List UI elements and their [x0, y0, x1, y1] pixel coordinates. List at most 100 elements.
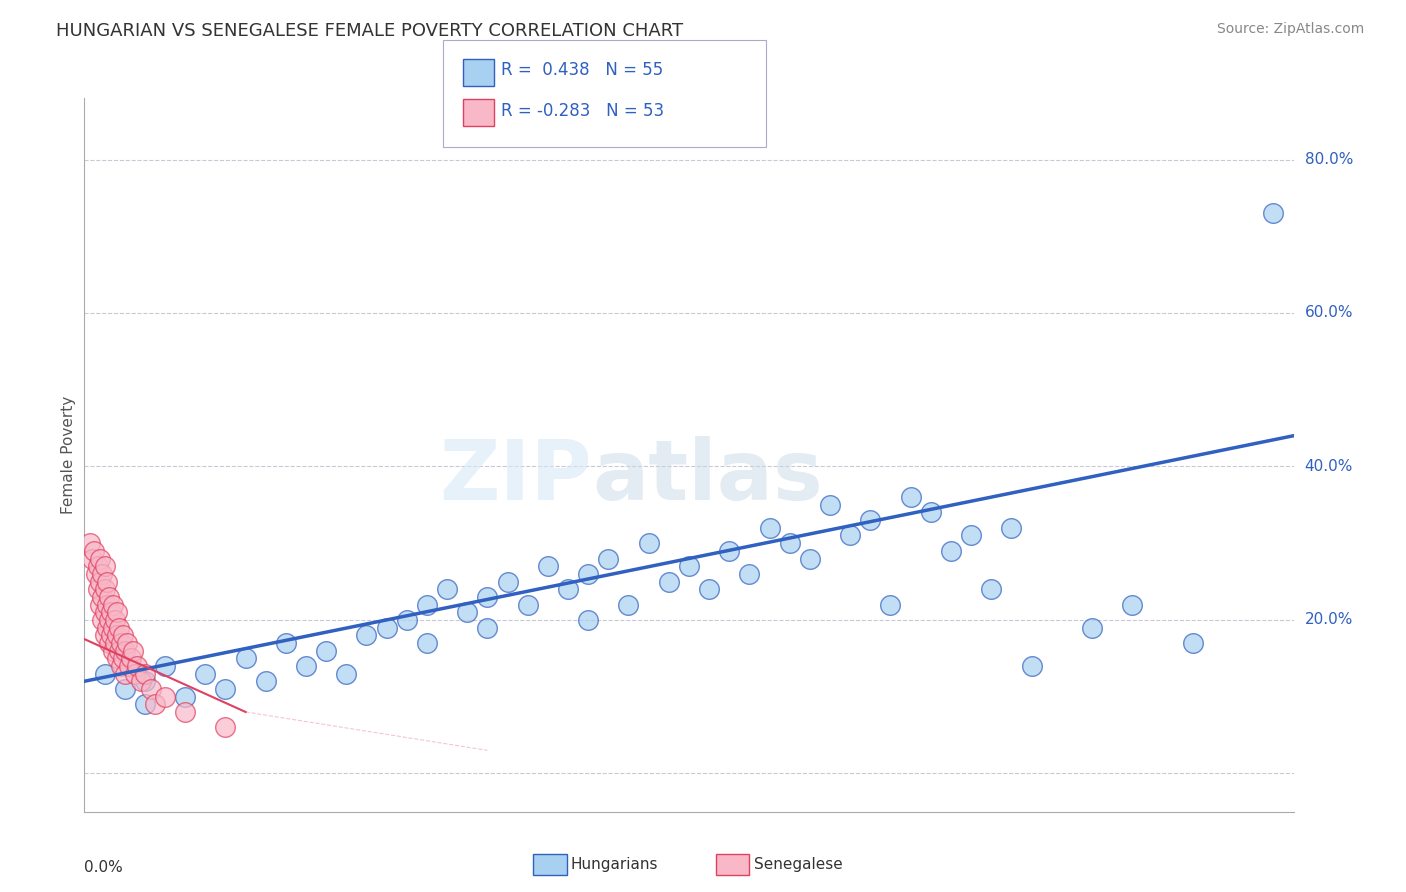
- Point: [115, 636, 138, 650]
- Point: [86, 566, 108, 581]
- Point: [799, 551, 821, 566]
- Point: [194, 666, 217, 681]
- Point: [1263, 206, 1285, 220]
- Point: [101, 598, 124, 612]
- Point: [537, 559, 560, 574]
- Point: [637, 536, 659, 550]
- Point: [89, 574, 111, 589]
- Point: [91, 590, 114, 604]
- Point: [395, 613, 418, 627]
- Point: [100, 605, 122, 619]
- Point: [900, 490, 922, 504]
- Point: [105, 605, 128, 619]
- Y-axis label: Female Poverty: Female Poverty: [60, 396, 76, 514]
- Point: [416, 636, 439, 650]
- Point: [477, 621, 499, 635]
- Point: [97, 613, 120, 627]
- Point: [818, 498, 841, 512]
- Point: [315, 643, 337, 657]
- Point: [477, 590, 499, 604]
- Point: [120, 651, 142, 665]
- Point: [1021, 659, 1043, 673]
- Point: [920, 506, 942, 520]
- Point: [114, 681, 136, 696]
- Text: ZIP: ZIP: [440, 436, 592, 516]
- Point: [79, 536, 101, 550]
- Text: 40.0%: 40.0%: [1305, 458, 1353, 474]
- Point: [738, 566, 761, 581]
- Point: [879, 598, 901, 612]
- Point: [89, 551, 111, 566]
- Point: [97, 590, 120, 604]
- Point: [101, 643, 124, 657]
- Point: [295, 659, 318, 673]
- Point: [456, 605, 478, 619]
- Point: [110, 636, 132, 650]
- Point: [416, 598, 439, 612]
- Text: atlas: atlas: [592, 436, 823, 516]
- Point: [758, 521, 780, 535]
- Point: [104, 636, 127, 650]
- Point: [96, 598, 118, 612]
- Point: [125, 659, 148, 673]
- Point: [93, 605, 115, 619]
- Point: [105, 651, 128, 665]
- Point: [153, 659, 176, 673]
- Point: [143, 698, 166, 712]
- Point: [121, 643, 143, 657]
- Point: [375, 621, 398, 635]
- Point: [598, 551, 620, 566]
- Point: [436, 582, 458, 597]
- Point: [134, 674, 156, 689]
- Point: [678, 559, 700, 574]
- Point: [93, 582, 115, 597]
- Point: [658, 574, 681, 589]
- Text: Senegalese: Senegalese: [754, 857, 842, 871]
- Point: [129, 674, 152, 689]
- Point: [110, 659, 132, 673]
- Point: [87, 582, 110, 597]
- Point: [254, 674, 277, 689]
- Point: [100, 628, 122, 642]
- Point: [82, 551, 104, 566]
- Point: [87, 559, 110, 574]
- Point: [134, 666, 156, 681]
- Point: [274, 636, 297, 650]
- Point: [105, 628, 128, 642]
- Point: [111, 651, 134, 665]
- Point: [93, 559, 115, 574]
- Point: [516, 598, 538, 612]
- Point: [107, 621, 129, 635]
- Point: [114, 643, 136, 657]
- Text: 80.0%: 80.0%: [1305, 152, 1353, 167]
- Point: [89, 598, 111, 612]
- Point: [124, 666, 146, 681]
- Point: [101, 621, 124, 635]
- Point: [91, 613, 114, 627]
- Point: [779, 536, 801, 550]
- Point: [114, 666, 136, 681]
- Point: [174, 705, 197, 719]
- Point: [1000, 521, 1022, 535]
- Point: [980, 582, 1002, 597]
- Point: [557, 582, 579, 597]
- Point: [139, 681, 162, 696]
- Point: [576, 613, 599, 627]
- Text: R =  0.438   N = 55: R = 0.438 N = 55: [501, 61, 662, 78]
- Point: [111, 628, 134, 642]
- Point: [96, 621, 118, 635]
- Text: Hungarians: Hungarians: [571, 857, 658, 871]
- Point: [134, 698, 156, 712]
- Point: [718, 544, 741, 558]
- Point: [107, 643, 129, 657]
- Point: [839, 528, 862, 542]
- Point: [960, 528, 983, 542]
- Point: [576, 566, 599, 581]
- Point: [235, 651, 257, 665]
- Point: [859, 513, 882, 527]
- Text: Source: ZipAtlas.com: Source: ZipAtlas.com: [1216, 22, 1364, 37]
- Point: [1121, 598, 1143, 612]
- Point: [1081, 621, 1104, 635]
- Point: [153, 690, 176, 704]
- Point: [697, 582, 720, 597]
